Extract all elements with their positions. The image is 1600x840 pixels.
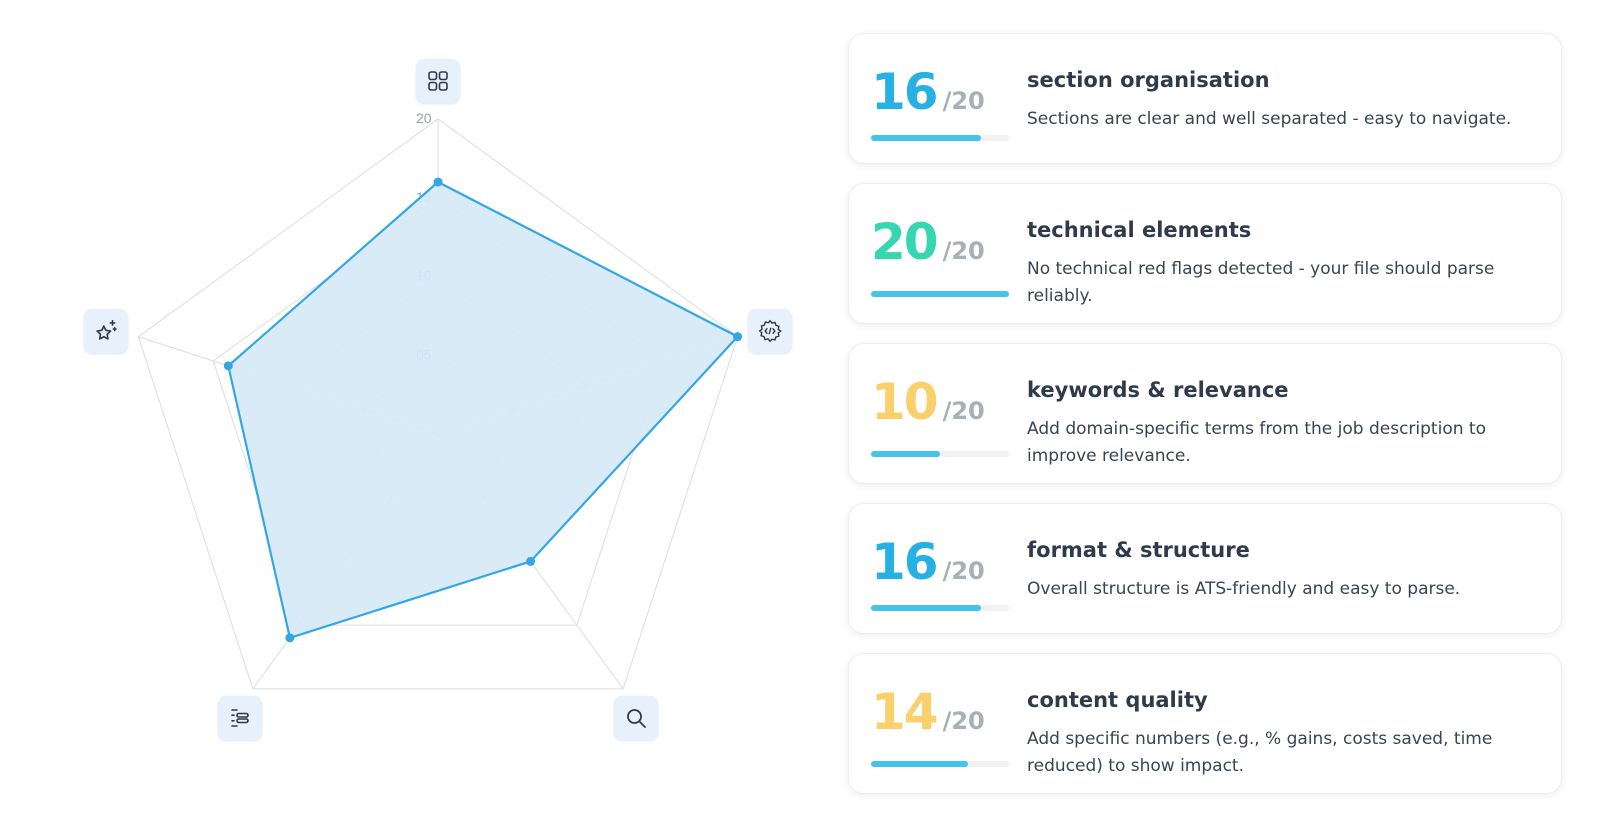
grid-icon — [428, 71, 448, 91]
card-description: Overall structure is ATS-friendly and ea… — [1027, 579, 1461, 599]
card-title: technical elements — [1027, 218, 1252, 242]
progress-bar — [871, 135, 1009, 141]
progress-bar — [871, 761, 1009, 767]
grid-ring — [137, 118, 739, 690]
score: 10/20 — [871, 374, 985, 430]
axis-icon-technical-elements[interactable] — [748, 309, 792, 353]
progress-fill — [871, 135, 982, 141]
axis-icon-keywords-relevance[interactable] — [614, 696, 658, 740]
score-max: /20 — [942, 237, 985, 265]
score-value: 16 — [871, 63, 939, 121]
progress-bar — [871, 605, 1009, 611]
score-max: /20 — [942, 707, 985, 735]
data-point — [285, 633, 295, 643]
list-icon — [231, 709, 249, 727]
score-value: 20 — [871, 213, 939, 271]
score: 16/20 — [871, 64, 985, 120]
card-title: format & structure — [1027, 538, 1250, 562]
score-card[interactable]: 14/20 content quality Add specific numbe… — [848, 653, 1562, 794]
card-description: Add specific numbers (e.g., % gains, cos… — [1027, 729, 1493, 776]
axis-icon-section-organisation[interactable] — [416, 59, 460, 103]
code-gear-icon — [758, 319, 782, 343]
score-max: /20 — [942, 557, 985, 585]
score-value: 10 — [871, 373, 939, 431]
radar-chart: 05101520 — [84, 59, 792, 740]
score-card-list: 16/20 section organisation Sections are … — [848, 33, 1562, 813]
score-card[interactable]: 16/20 format & structure Overall structu… — [848, 503, 1562, 634]
data-point — [733, 332, 743, 342]
axis-icon-content-quality[interactable] — [84, 309, 128, 353]
card-description: Add domain-specific terms from the job d… — [1027, 419, 1486, 466]
card-title: content quality — [1027, 688, 1208, 712]
progress-fill — [871, 761, 968, 767]
score-card[interactable]: 20/20 technical elements No technical re… — [848, 183, 1562, 324]
progress-bar — [871, 451, 1009, 457]
card-title: section organisation — [1027, 68, 1270, 92]
score-card[interactable]: 16/20 section organisation Sections are … — [848, 33, 1562, 164]
axis-icon-format-structure[interactable] — [218, 696, 262, 740]
score: 20/20 — [871, 214, 985, 270]
score-max: /20 — [942, 397, 985, 425]
data-area — [227, 180, 739, 639]
score: 14/20 — [871, 684, 985, 740]
sparkle-star-icon — [96, 319, 117, 340]
card-title: keywords & relevance — [1027, 378, 1289, 402]
score: 16/20 — [871, 534, 985, 590]
data-point — [526, 556, 536, 566]
card-description: No technical red flags detected - your f… — [1027, 259, 1495, 306]
search-icon — [627, 709, 646, 728]
radar-svg: 05101520 — [137, 110, 743, 690]
data-point — [433, 177, 443, 187]
score-max: /20 — [942, 87, 985, 115]
progress-fill — [871, 291, 1009, 297]
tick-label: 20 — [416, 110, 432, 126]
score-value: 14 — [871, 683, 939, 741]
score-card[interactable]: 10/20 keywords & relevance Add domain-sp… — [848, 343, 1562, 484]
progress-fill — [871, 605, 982, 611]
score-value: 16 — [871, 533, 939, 591]
data-point — [223, 361, 233, 371]
card-description: Sections are clear and well separated - … — [1027, 109, 1512, 129]
progress-fill — [871, 451, 940, 457]
progress-bar — [871, 291, 1009, 297]
